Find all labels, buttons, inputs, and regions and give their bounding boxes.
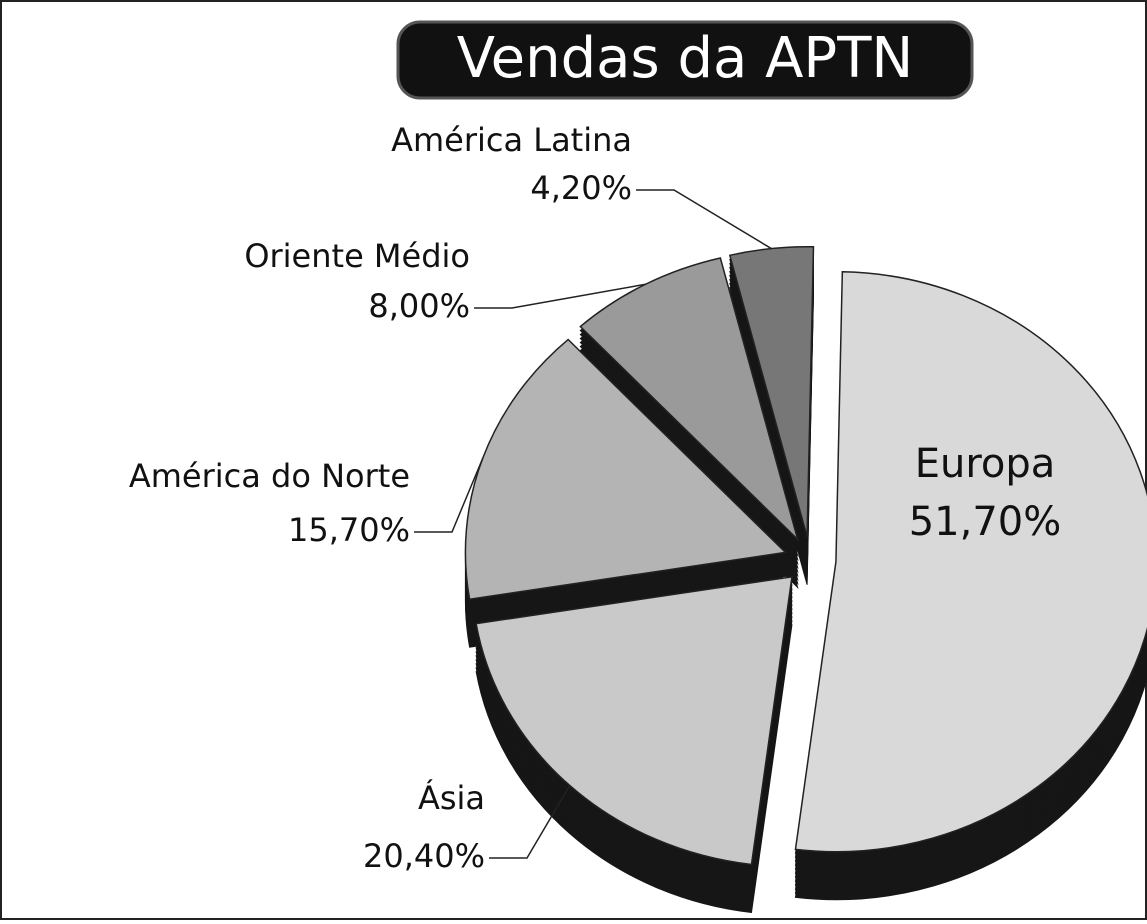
category-label: América Latina <box>391 121 632 159</box>
leader-line <box>414 457 484 533</box>
category-label: América do Norte <box>129 457 410 495</box>
category-label: Oriente Médio <box>244 237 470 275</box>
leader-line <box>636 189 772 250</box>
category-label: Ásia <box>418 779 485 817</box>
leader-line <box>489 785 571 859</box>
leader-line <box>474 283 646 309</box>
slices <box>464 246 1147 914</box>
labels: Europa 51,70% Ásia 20,40% América do Norte 15… <box>129 121 1061 875</box>
value-label: 4,20% <box>530 169 632 207</box>
chart-title: Vendas da APTN <box>457 26 914 91</box>
value-label: 15,70% <box>288 511 410 549</box>
category-label: Europa <box>915 441 1056 487</box>
value-label: 51,70% <box>909 499 1062 545</box>
slice <box>464 338 788 601</box>
value-label: 8,00% <box>368 287 470 325</box>
slice <box>794 271 1147 853</box>
title-box <box>396 20 974 100</box>
slice <box>579 257 800 542</box>
value-label: 20,40% <box>363 837 485 875</box>
